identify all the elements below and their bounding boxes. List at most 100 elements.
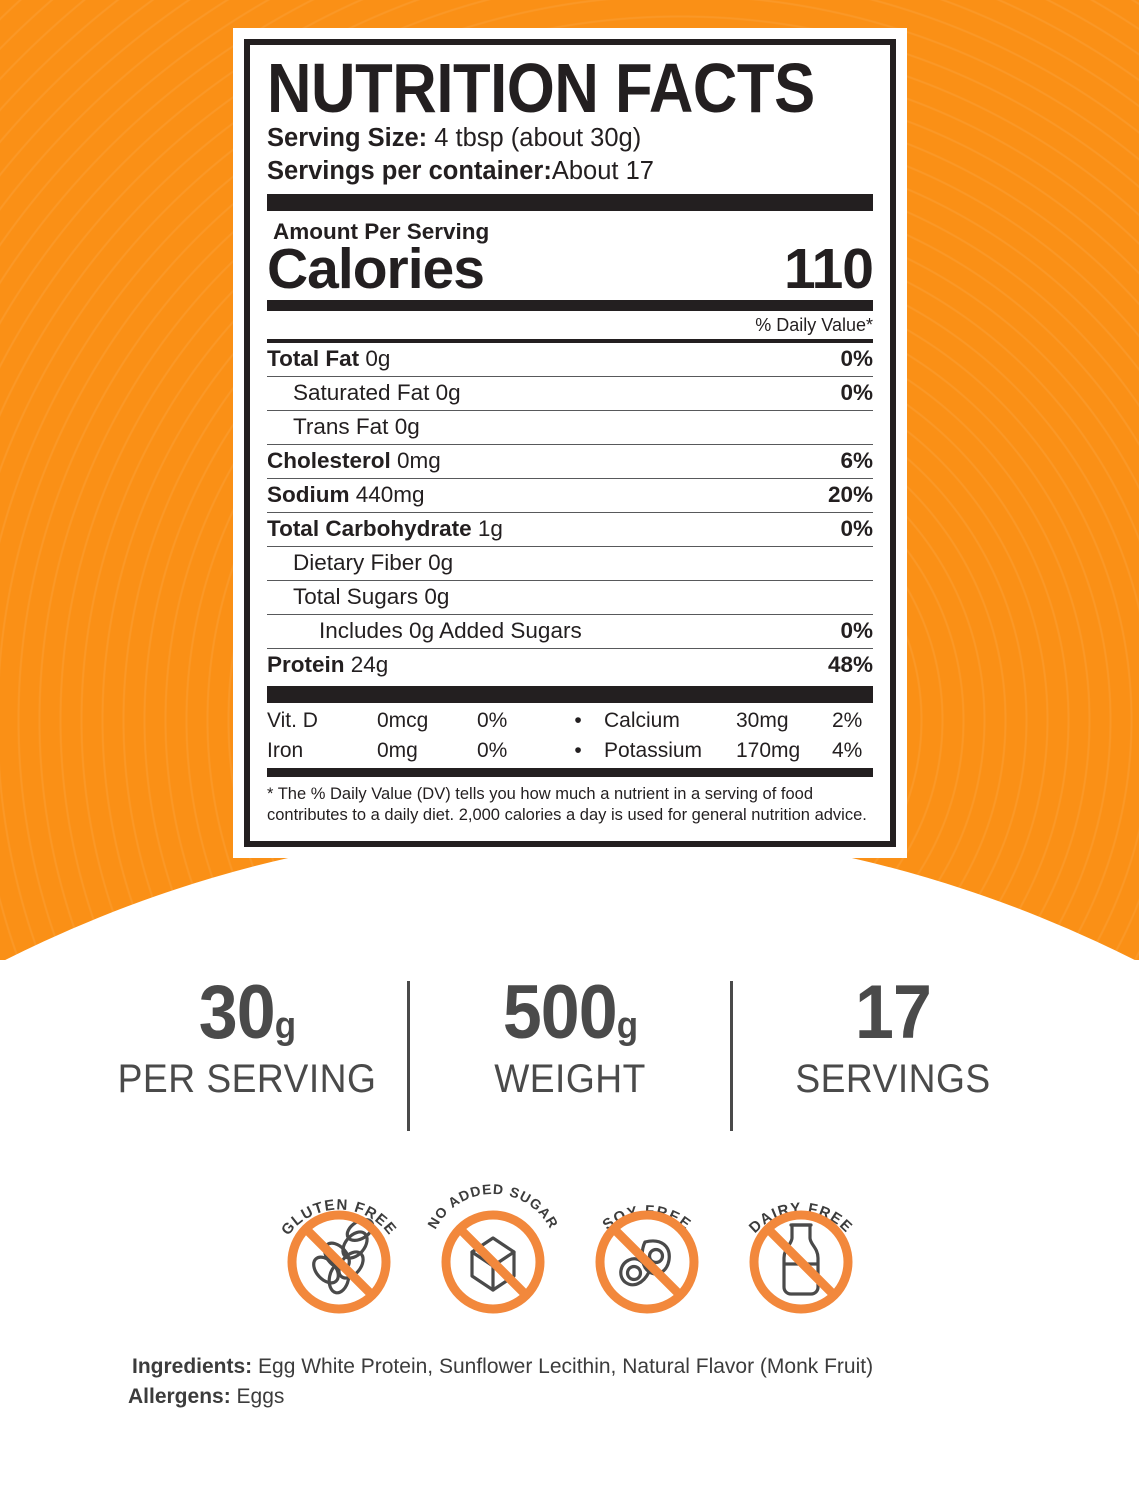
servings-per-container-line: Servings per container:About 17 [267, 155, 873, 187]
table-row-dietary-fiber: Dietary Fiber 0g [267, 547, 873, 582]
prohibition-circle-icon [441, 1210, 544, 1314]
micro-amount: 0mg [377, 739, 418, 763]
nutrient-name: Sodium [267, 482, 350, 508]
micro-dv: 0% [477, 739, 508, 763]
servings-per-container-label: Servings per container: [267, 156, 552, 185]
divider-bar-medium [267, 300, 873, 312]
ingredients-block: Ingredients: Egg White Protein, Sunflowe… [0, 1352, 1139, 1412]
badge-no-added-sugar: NO ADDED SUGAR [417, 1160, 569, 1320]
micro-dv: 0% [477, 709, 508, 733]
nutrient-value: 440mg [355, 482, 425, 508]
badge-gluten-free: GLUTEN FREE [263, 1160, 415, 1320]
table-row-protein: Protein 24g 48% [267, 649, 873, 682]
nutrient-name: Trans Fat [293, 414, 389, 440]
table-row-trans-fat: Trans Fat 0g [267, 411, 873, 446]
nutrient-dv: 0% [840, 346, 873, 372]
servings-per-container-value: About 17 [551, 156, 654, 185]
nutrient-dv: 6% [840, 448, 873, 474]
stat-weight: 500g WEIGHT [420, 975, 720, 1102]
badge-dairy-free: DAIRY FREE [725, 1160, 877, 1320]
nutrient-dv: 0% [840, 516, 873, 542]
table-row-total-carbohydrate: Total Carbohydrate 1g 0% [267, 513, 873, 548]
table-row-saturated-fat: Saturated Fat 0g 0% [267, 377, 873, 412]
nutrient-value: 0g [394, 414, 420, 440]
micro-name: Calcium [604, 709, 680, 733]
divider-bar-footnote [267, 768, 873, 778]
badge-label: NO ADDED SUGAR [424, 1181, 562, 1232]
daily-value-footnote: * The % Daily Value (DV) tells you how m… [267, 785, 867, 825]
stat-number-wrapper: 500g [432, 975, 708, 1051]
serving-size-value: 4 tbsp (about 30g) [434, 124, 642, 153]
prohibition-slash-icon [455, 1224, 530, 1300]
nutrient-value: 24g [350, 652, 389, 678]
stat-number: 17 [854, 970, 932, 1055]
bullet-separator-icon: • [574, 709, 582, 733]
stat-number: 500 [502, 970, 617, 1055]
allergens-label: Allergens: [128, 1384, 231, 1408]
micro-name: Potassium [604, 739, 703, 763]
stat-label: SERVINGS [794, 1057, 991, 1101]
prohibition-circle-icon [287, 1210, 390, 1314]
table-row-vitamin-d-calcium: Vit. D 0mcg 0% • Calcium 30mg 2% [267, 706, 873, 736]
micro-amount: 0mcg [377, 709, 429, 733]
serving-size-label: Serving Size: [267, 124, 428, 153]
nutrient-name: Saturated Fat [293, 380, 430, 406]
daily-value-header: % Daily Value* [755, 315, 873, 336]
nutrient-name: Cholesterol [267, 448, 391, 474]
stat-number-wrapper: 17 [755, 975, 1031, 1051]
nutrient-value: 0g [424, 584, 450, 610]
nutrient-name: Includes 0g Added Sugars [319, 618, 582, 644]
stat-label: PER SERVING [117, 1057, 376, 1101]
allergens-value: Eggs [236, 1384, 285, 1408]
stat-per-serving: 30g PER SERVING [97, 975, 397, 1102]
nutrient-name: Total Sugars [293, 584, 419, 610]
divider-bar-thick-micros [267, 686, 873, 704]
table-row-cholesterol: Cholesterol 0mg 6% [267, 445, 873, 480]
prohibition-slash-icon [763, 1224, 838, 1300]
stat-number: 30 [198, 970, 275, 1055]
nutrition-facts-panel: NUTRITION FACTS Serving Size: 4 tbsp (ab… [233, 28, 907, 858]
prohibition-slash-icon [301, 1224, 376, 1300]
micro-name: Vit. D [267, 709, 318, 733]
bullet-separator-icon: • [574, 739, 582, 763]
micro-dv: 2% [832, 709, 863, 733]
calories-row: Calories 110 [267, 237, 874, 302]
divider-bar-thick-top [267, 194, 873, 212]
stat-divider [406, 981, 410, 1131]
micro-name: Iron [267, 739, 304, 763]
micro-amount: 30mg [736, 709, 789, 733]
certification-badges-row: GLUTEN FREE NO ADDED SUGAR [0, 1160, 1139, 1325]
nutrient-value: 1g [477, 516, 503, 542]
table-row-total-sugars: Total Sugars 0g [267, 581, 873, 616]
nutrient-dv: 20% [827, 482, 873, 508]
nutrition-facts-frame: NUTRITION FACTS Serving Size: 4 tbsp (ab… [244, 39, 896, 847]
stat-number-wrapper: 30g [109, 975, 385, 1051]
stat-unit: g [616, 1005, 637, 1047]
nutrient-name: Protein [267, 652, 345, 678]
product-stats-row: 30g PER SERVING 500g WEIGHT 17 SERVINGS [0, 975, 1139, 1135]
nutrient-name: Total Fat [267, 346, 360, 372]
nutrient-value: 0g [365, 346, 391, 372]
table-row-added-sugars: Includes 0g Added Sugars 0% [267, 615, 873, 650]
nutrient-value: 0mg [397, 448, 441, 474]
table-row-sodium: Sodium 440mg 20% [267, 479, 873, 514]
stat-label: WEIGHT [493, 1057, 646, 1101]
table-row-total-fat: Total Fat 0g 0% [267, 339, 873, 378]
allergens-line: Allergens: Eggs [0, 1382, 1139, 1412]
nutrient-name: Dietary Fiber [293, 550, 422, 576]
ingredients-value: Egg White Protein, Sunflower Lecithin, N… [258, 1355, 874, 1378]
table-row-iron-potassium: Iron 0mg 0% • Potassium 170mg 4% [267, 736, 873, 766]
micro-amount: 170mg [736, 739, 801, 763]
nutrient-value: 0g [428, 550, 454, 576]
stat-unit: g [274, 1005, 295, 1047]
micro-dv: 4% [832, 739, 863, 763]
nutrient-name: Total Carbohydrate [267, 516, 472, 542]
ingredients-line: Ingredients: Egg White Protein, Sunflowe… [0, 1352, 1139, 1382]
nutrient-dv: 48% [827, 652, 873, 678]
prohibition-slash-icon [609, 1224, 684, 1300]
nutrient-dv: 0% [840, 380, 873, 406]
micronutrients-table: Vit. D 0mcg 0% • Calcium 30mg 2% Iron 0m… [267, 703, 873, 768]
badge-soy-free: SOY FREE [571, 1160, 723, 1320]
calories-value: 110 [784, 237, 874, 302]
stat-divider [729, 981, 733, 1131]
